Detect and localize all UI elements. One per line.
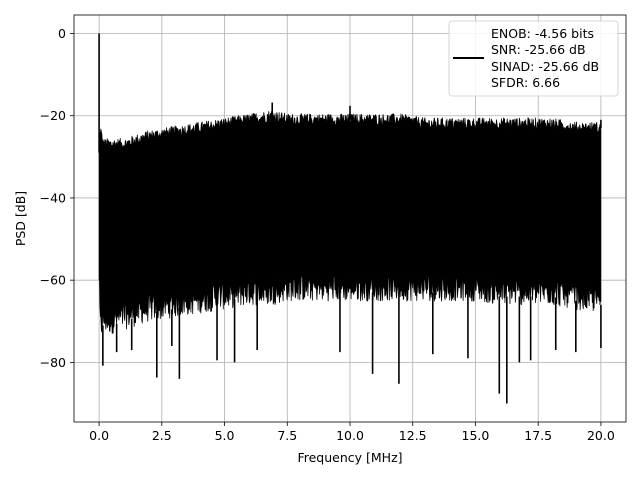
x-axis-ticks: 0.0 2.5 5.0 7.5 10.0 12.5 15.0 17.5 20.0 (89, 422, 615, 443)
x-tick-label: 0.0 (89, 428, 109, 443)
x-tick: 2.5 (152, 422, 172, 443)
x-tick: 0.0 (89, 422, 109, 443)
x-axis-label: Frequency [MHz] (297, 450, 402, 465)
legend: ENOB: -4.56 bits SNR: -25.66 dB SINAD: -… (448, 20, 619, 97)
y-tick-label: −20 (40, 108, 66, 123)
x-tick: 20.0 (587, 422, 615, 443)
legend-enob: ENOB: -4.56 bits (491, 26, 594, 41)
x-tick: 10.0 (336, 422, 364, 443)
y-tick: −20 (40, 108, 74, 123)
legend-box (448, 20, 619, 97)
x-tick-label: 7.5 (277, 428, 297, 443)
y-tick-label: −40 (40, 190, 66, 205)
psd-signal-trace (98, 33, 602, 404)
y-tick-label: −80 (40, 355, 66, 370)
y-tick-label: −60 (40, 273, 66, 288)
y-tick: −60 (40, 273, 74, 288)
x-tick-label: 15.0 (462, 428, 490, 443)
x-tick: 7.5 (277, 422, 297, 443)
x-tick: 5.0 (215, 422, 235, 443)
legend-snr: SNR: -25.66 dB (491, 42, 586, 57)
y-tick: −80 (40, 355, 74, 370)
x-tick-label: 17.5 (524, 428, 552, 443)
x-tick: 12.5 (399, 422, 427, 443)
legend-sfdr: SFDR: 6.66 (491, 75, 560, 90)
y-tick: −40 (40, 190, 74, 205)
x-tick-label: 20.0 (587, 428, 615, 443)
y-axis-ticks: 0 −20 −40 −60 −80 (40, 26, 74, 370)
psd-noise-band (98, 111, 602, 334)
x-tick-label: 2.5 (152, 428, 172, 443)
y-axis-label: PSD [dB] (13, 191, 28, 246)
y-tick: 0 (58, 26, 74, 41)
x-tick: 15.0 (462, 422, 490, 443)
x-tick-label: 5.0 (215, 428, 235, 443)
x-tick-label: 12.5 (399, 428, 427, 443)
legend-sinad: SINAD: -25.66 dB (491, 59, 599, 74)
x-tick: 17.5 (524, 422, 552, 443)
y-tick-label: 0 (58, 26, 66, 41)
x-tick-label: 10.0 (336, 428, 364, 443)
